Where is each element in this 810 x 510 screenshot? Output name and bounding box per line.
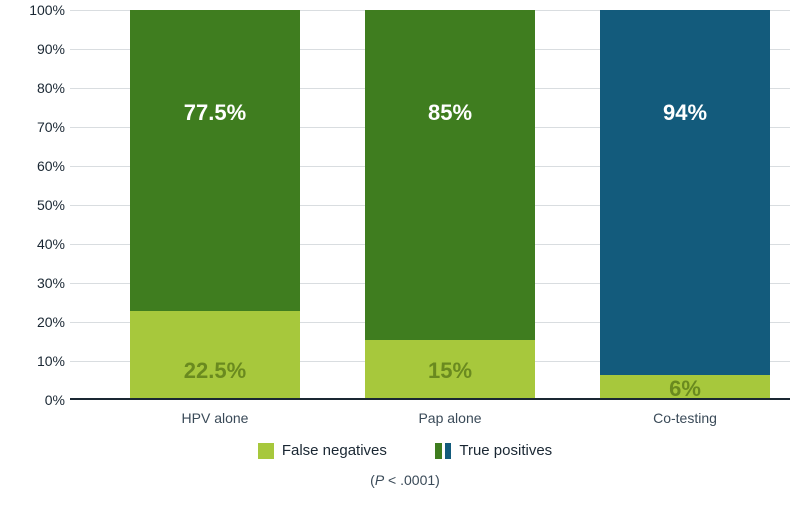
ytick-5: 50%: [10, 197, 65, 213]
value-label-top: 77.5%: [130, 100, 300, 126]
bar-co-testing: 94% 6%: [600, 10, 770, 398]
bar-seg-true-pos: [600, 10, 770, 375]
legend-label: False negatives: [282, 442, 387, 459]
ytick-7: 70%: [10, 119, 65, 135]
ytick-3: 30%: [10, 275, 65, 291]
legend-item-true-pos: True positives: [435, 442, 552, 459]
value-label-bottom: 22.5%: [130, 358, 300, 384]
plot-area: 77.5% 22.5% 85% 15% 94% 6%: [70, 10, 790, 400]
ytick-10: 100%: [10, 2, 65, 18]
bar-pap-alone: 85% 15%: [365, 10, 535, 398]
value-label-top: 94%: [600, 100, 770, 126]
value-label-bottom: 6%: [600, 376, 770, 402]
swatch-icon: [435, 443, 451, 459]
ytick-6: 60%: [10, 158, 65, 174]
bar-seg-true-pos: [130, 10, 300, 311]
value-label-top: 85%: [365, 100, 535, 126]
bar-seg-true-pos: [365, 10, 535, 340]
legend-item-false-neg: False negatives: [258, 442, 387, 459]
xcat-hpv: HPV alone: [130, 410, 300, 426]
swatch-icon: [258, 443, 274, 459]
xcat-pap: Pap alone: [365, 410, 535, 426]
ytick-0: 0%: [10, 392, 65, 408]
legend: False negatives True positives: [10, 442, 800, 464]
stacked-bar-chart: 0% 10% 20% 30% 40% 50% 60% 70% 80% 90% 1…: [10, 10, 800, 500]
legend-label: True positives: [459, 442, 552, 459]
xcat-cotest: Co-testing: [600, 410, 770, 426]
value-label-bottom: 15%: [365, 358, 535, 384]
ytick-8: 80%: [10, 80, 65, 96]
bar-seg-false-neg: [130, 311, 300, 398]
ytick-1: 10%: [10, 353, 65, 369]
ytick-4: 40%: [10, 236, 65, 252]
bar-hpv-alone: 77.5% 22.5%: [130, 10, 300, 398]
ytick-9: 90%: [10, 41, 65, 57]
ytick-2: 20%: [10, 314, 65, 330]
p-value-note: (P < .0001): [10, 472, 800, 488]
